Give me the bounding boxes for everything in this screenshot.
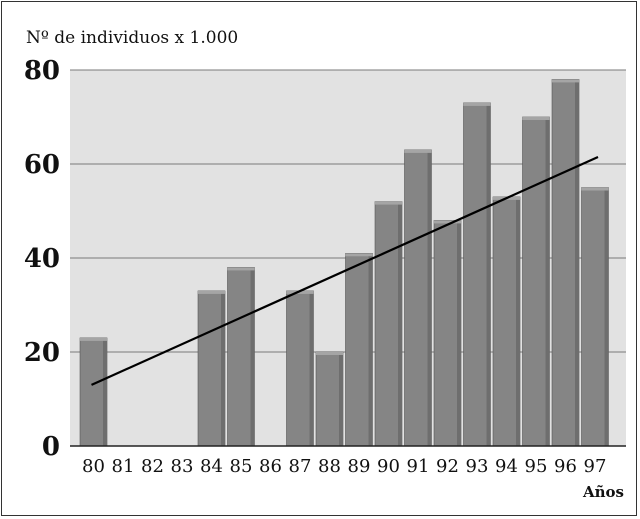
x-tick-label: 83 xyxy=(171,456,194,477)
bar-top xyxy=(552,79,579,83)
x-tick-label: 93 xyxy=(466,456,489,477)
x-tick-label: 88 xyxy=(318,456,341,477)
x-tick-label: 94 xyxy=(495,456,518,477)
bar-top xyxy=(463,102,491,106)
bar-top xyxy=(227,267,255,271)
bar-88 xyxy=(315,351,344,447)
bar-top xyxy=(404,149,432,153)
bar-95 xyxy=(522,116,550,447)
x-tick-label: 87 xyxy=(289,456,312,477)
bar-side xyxy=(250,267,255,446)
trend-line xyxy=(91,155,599,386)
bar-94 xyxy=(492,196,521,447)
bar-side xyxy=(221,290,225,446)
bar-top xyxy=(286,290,314,294)
bar-side xyxy=(604,187,609,446)
bar-84 xyxy=(197,290,226,447)
bar-side xyxy=(486,102,491,447)
x-tick-label: 97 xyxy=(584,456,607,477)
bar-92 xyxy=(433,220,462,447)
bar-top xyxy=(316,352,343,355)
bar-93 xyxy=(463,102,491,447)
bar-side xyxy=(309,290,314,446)
bar-top xyxy=(345,253,373,257)
bar-85 xyxy=(227,267,255,447)
bar-face xyxy=(345,253,373,447)
bar-side xyxy=(545,117,550,446)
bar-side xyxy=(368,253,373,446)
bar-97 xyxy=(581,187,609,447)
bar-side xyxy=(457,220,461,446)
x-tick-label: 86 xyxy=(259,456,282,477)
bar-top xyxy=(375,201,402,205)
bar-face xyxy=(492,196,521,447)
bar-top xyxy=(581,187,609,191)
bar-top xyxy=(198,290,225,294)
y-tick-labels: 0 20 40 60 80 xyxy=(24,56,60,462)
y-tick-label: 0 xyxy=(42,432,60,462)
bar-face xyxy=(197,290,226,447)
x-tick-label: 95 xyxy=(525,456,548,477)
bar-face xyxy=(227,267,255,447)
x-tick-label: 80 xyxy=(82,456,105,477)
bar-face xyxy=(286,290,314,447)
y-tick-label: 40 xyxy=(24,244,60,274)
y-tick-label: 60 xyxy=(24,150,60,180)
bar-96 xyxy=(551,79,580,447)
bar-face xyxy=(551,79,580,447)
bar-90 xyxy=(374,201,403,447)
x-tick-label: 92 xyxy=(436,456,459,477)
bar-87 xyxy=(286,290,314,447)
bars xyxy=(79,79,609,447)
x-tick-label: 96 xyxy=(554,456,577,477)
y-tick-label: 80 xyxy=(24,56,60,86)
bar-face xyxy=(581,187,609,447)
bar-side xyxy=(398,201,402,446)
x-axis-label: Años xyxy=(582,483,624,501)
bar-face xyxy=(374,201,403,447)
bar-face xyxy=(522,116,550,447)
bar-91 xyxy=(404,149,432,447)
x-tick-label: 90 xyxy=(377,456,400,477)
x-tick-label: 91 xyxy=(407,456,430,477)
x-tick-labels: 80 81 82 83 84 85 86 87 88 89 90 91 92 93 94 95 96 97 xyxy=(82,456,606,477)
bar-face xyxy=(463,102,491,447)
bar-top xyxy=(80,337,107,341)
bar-face xyxy=(404,149,432,447)
bar-face xyxy=(433,220,462,447)
bar-side xyxy=(339,352,343,446)
x-tick-label: 89 xyxy=(348,456,371,477)
x-tick-label: 82 xyxy=(141,456,164,477)
y-tick-label: 20 xyxy=(24,338,60,368)
bar-face xyxy=(79,337,108,447)
bar-side xyxy=(516,196,520,446)
bar-side xyxy=(575,79,579,447)
bar-top xyxy=(434,220,461,224)
bar-side xyxy=(103,337,107,446)
y-axis-label: Nº de individuos x 1.000 xyxy=(26,28,238,48)
bar-side xyxy=(427,149,432,446)
x-tick-label: 85 xyxy=(230,456,253,477)
x-tick-label: 81 xyxy=(112,456,135,477)
bar-80 xyxy=(79,337,108,447)
x-tick-label: 84 xyxy=(200,456,223,477)
bar-89 xyxy=(345,253,373,447)
bar-face xyxy=(315,351,344,447)
bar-top xyxy=(522,117,550,120)
